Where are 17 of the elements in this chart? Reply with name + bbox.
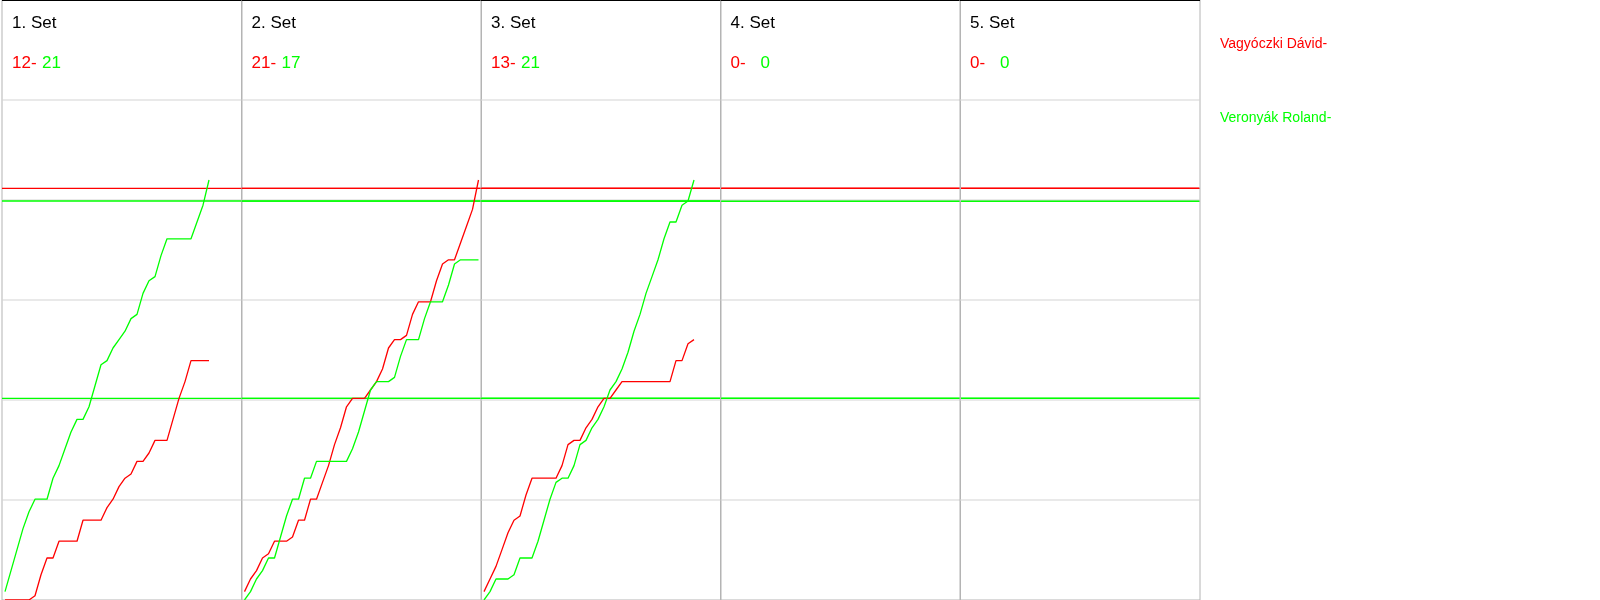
text: 13- — [491, 53, 516, 72]
legend-label: Vagyóczki Dávid- — [1220, 35, 1328, 51]
text: 0- — [730, 53, 746, 72]
text: 21- — [251, 53, 277, 72]
text: 0 — [760, 53, 770, 72]
chart-title: 2. Set — [251, 13, 297, 32]
chart-title: 1. Set — [12, 13, 57, 32]
text: 21 — [521, 53, 540, 72]
text: 5. Set — [970, 13, 1015, 32]
text: 17 — [281, 53, 301, 72]
text: 0- — [970, 53, 986, 72]
text: 0 — [1000, 53, 1010, 72]
chart-title: 3. Set — [491, 13, 536, 32]
legend-label: Veronyák Roland- — [1220, 109, 1332, 125]
text: 12- — [12, 53, 37, 72]
text: 21 — [42, 53, 61, 72]
text: 4. Set — [730, 13, 776, 32]
